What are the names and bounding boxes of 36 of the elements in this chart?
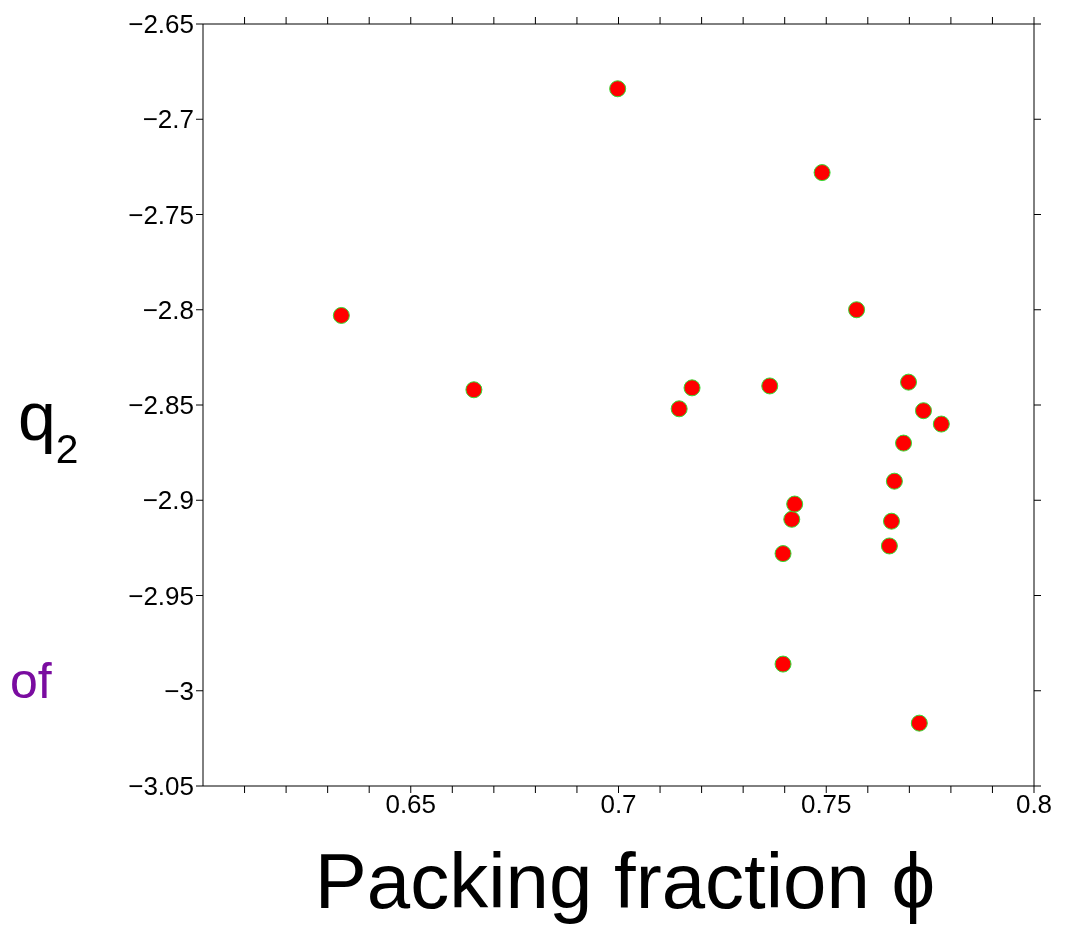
point	[609, 80, 627, 98]
x-tick-label: 0.8	[1015, 789, 1053, 820]
y-tick-label: −2.95	[128, 580, 194, 611]
text: of	[10, 653, 52, 709]
point	[880, 537, 898, 555]
y-tick-label: −3.05	[128, 771, 194, 802]
point	[813, 164, 831, 182]
x-axis-title: Packing fraction ϕ	[314, 837, 936, 925]
y-tick-label: −2.65	[128, 9, 194, 40]
point	[882, 512, 900, 530]
point	[774, 545, 792, 563]
point	[774, 655, 792, 673]
y-tick-label: −2.85	[128, 390, 194, 421]
point	[670, 400, 688, 418]
point	[914, 402, 932, 420]
y-tick-label: −2.75	[128, 199, 194, 230]
x-tick-label: 0.75	[800, 789, 852, 820]
y-tick-label: −3	[164, 675, 194, 706]
point	[761, 377, 779, 395]
point	[885, 472, 903, 490]
point	[900, 373, 918, 391]
point	[910, 714, 928, 732]
point	[895, 434, 913, 452]
point	[683, 379, 701, 397]
point	[786, 495, 804, 513]
point	[848, 301, 866, 319]
point	[465, 381, 483, 399]
y-tick-label: −2.9	[142, 485, 194, 516]
y-tick-label: −2.7	[142, 104, 194, 135]
x-tick-label: 0.7	[600, 789, 637, 820]
x-tick-label: 0.65	[385, 789, 437, 820]
point	[332, 306, 350, 324]
point	[783, 510, 801, 528]
point	[932, 415, 950, 433]
y-tick-label: −2.8	[142, 294, 194, 325]
y-axis-title: q$_{2}$	[18, 378, 79, 472]
